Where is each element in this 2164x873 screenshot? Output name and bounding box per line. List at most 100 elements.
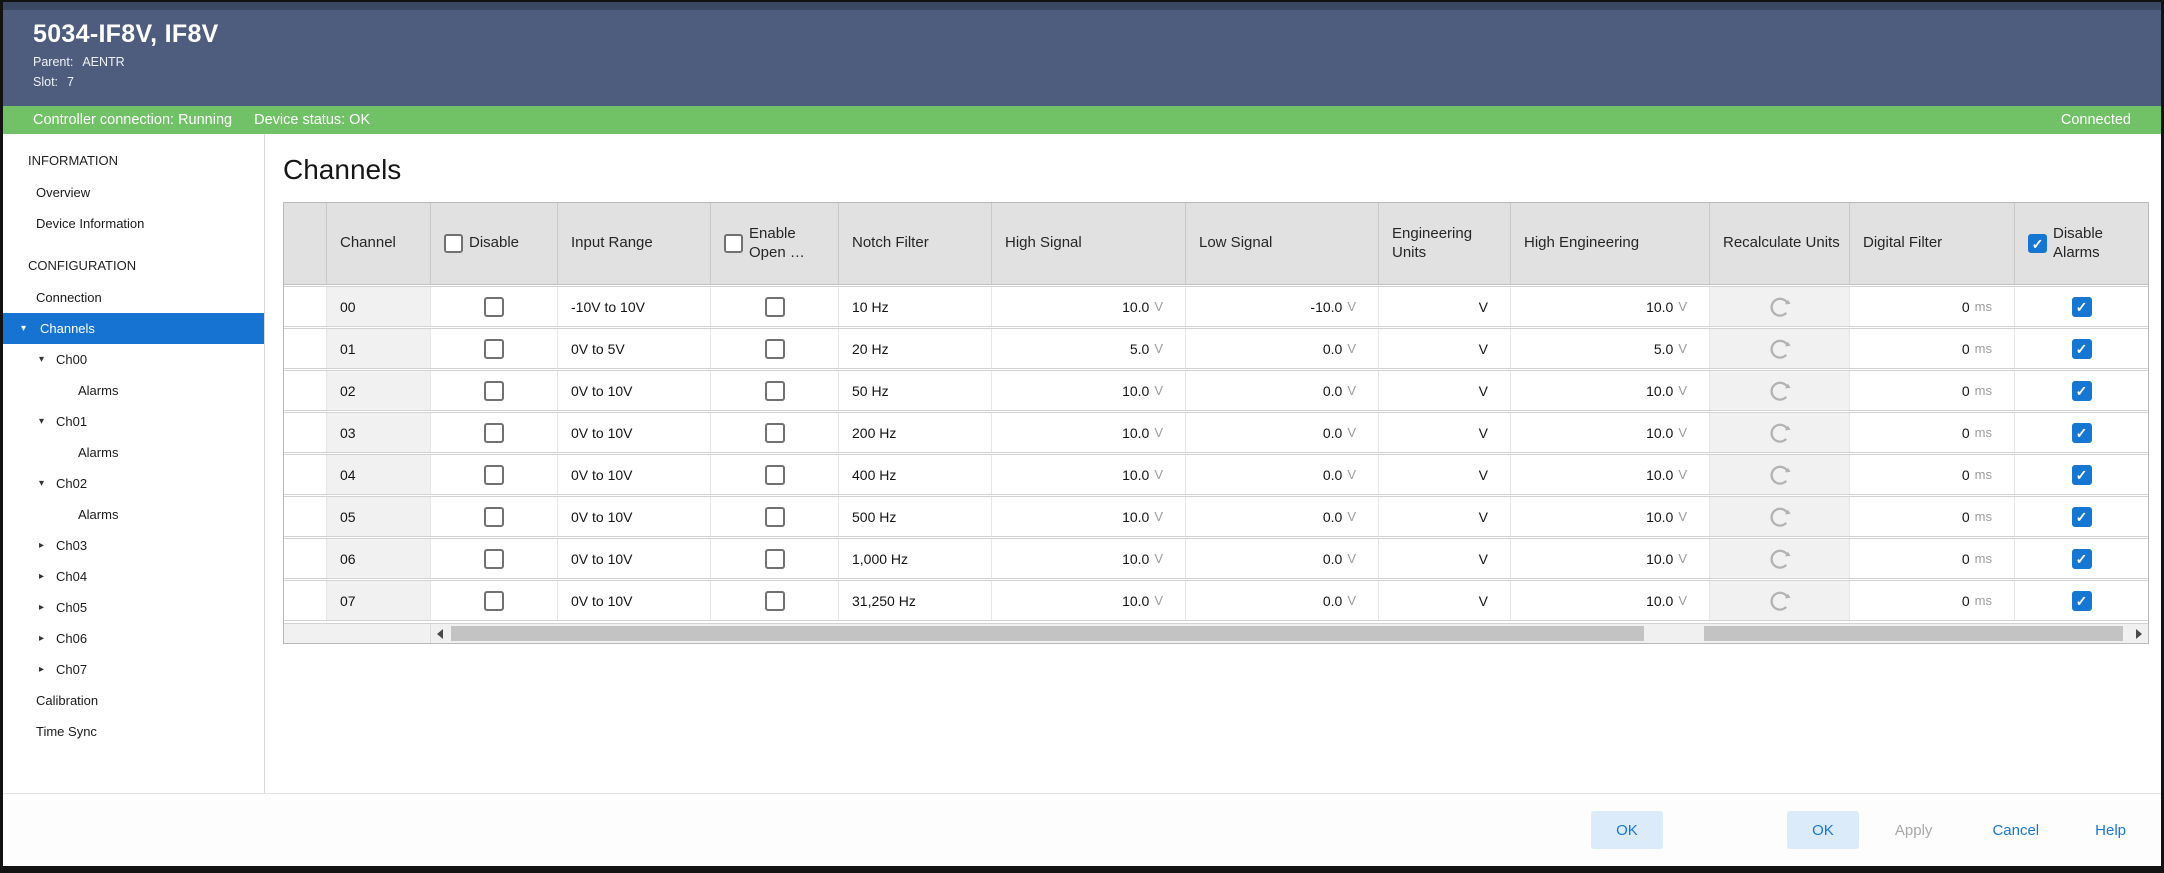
sidebar-item-ch06[interactable]: ▸ Ch06 xyxy=(3,623,264,654)
row-selector-cell[interactable] xyxy=(284,455,327,494)
engineering_units-cell[interactable]: V xyxy=(1379,413,1511,452)
enable_open-cell[interactable] xyxy=(711,455,839,494)
sidebar-item-ch02[interactable]: ▾ Ch02 xyxy=(3,468,264,499)
enable_open-checkbox[interactable] xyxy=(764,464,785,485)
channel-cell[interactable]: 02 xyxy=(327,371,431,410)
digital_filter-cell[interactable]: 0 ms xyxy=(1850,581,2015,620)
row-selector-cell[interactable] xyxy=(284,581,327,620)
input_range-cell[interactable]: 0V to 10V xyxy=(558,455,711,494)
enable_open-cell[interactable] xyxy=(711,413,839,452)
low_signal-cell[interactable]: 0.0 V xyxy=(1186,455,1379,494)
sidebar-item-ch00[interactable]: ▾ Ch00 xyxy=(3,344,264,375)
sidebar-item-connection[interactable]: Connection xyxy=(3,282,264,313)
disable_alarms-cell[interactable]: ✓ xyxy=(2015,371,2148,410)
enable_open-cell[interactable] xyxy=(711,329,839,368)
enable_open-checkbox[interactable] xyxy=(764,506,785,527)
notch_filter-cell[interactable]: 500 Hz xyxy=(839,497,992,536)
enable_open-cell[interactable] xyxy=(711,539,839,578)
high_signal-cell[interactable]: 10.0 V xyxy=(992,287,1186,326)
disable_alarms-cell[interactable]: ✓ xyxy=(2015,329,2148,368)
disable-checkbox[interactable] xyxy=(484,548,504,569)
chevron-right-icon[interactable]: ▸ xyxy=(39,633,45,644)
input_range-cell[interactable]: 0V to 10V xyxy=(558,581,711,620)
recalculate_units-cell[interactable] xyxy=(1710,581,1850,620)
row-selector-cell[interactable] xyxy=(284,371,327,410)
high_signal-cell[interactable]: 10.0 V xyxy=(992,539,1186,578)
high_engineering-cell[interactable]: 10.0 V xyxy=(1511,455,1710,494)
chevron-down-icon[interactable]: ▾ xyxy=(39,354,45,365)
sidebar-item-alarms[interactable]: Alarms xyxy=(3,499,264,530)
disable-cell[interactable] xyxy=(431,287,558,326)
row-selector-cell[interactable] xyxy=(284,497,327,536)
disable-checkbox[interactable] xyxy=(484,506,504,527)
high_engineering-cell[interactable]: 10.0 V xyxy=(1511,539,1710,578)
disable_alarms-checkbox[interactable]: ✓ xyxy=(2071,548,2092,569)
high_signal-cell[interactable]: 10.0 V xyxy=(992,371,1186,410)
recalculate_units-cell[interactable] xyxy=(1710,371,1850,410)
high_engineering-cell[interactable]: 10.0 V xyxy=(1511,497,1710,536)
disable_alarms-cell[interactable]: ✓ xyxy=(2015,455,2148,494)
disable-cell[interactable] xyxy=(431,371,558,410)
channel-cell[interactable]: 04 xyxy=(327,455,431,494)
recalculate-units-icon[interactable] xyxy=(1765,292,1795,322)
sidebar-item-alarms[interactable]: Alarms xyxy=(3,437,264,468)
disable-checkbox[interactable] xyxy=(484,296,504,317)
enable_open-cell[interactable] xyxy=(711,497,839,536)
notch_filter-cell[interactable]: 1,000 Hz xyxy=(839,539,992,578)
high_engineering-cell[interactable]: 10.0 V xyxy=(1511,581,1710,620)
hscroll-thumb-2[interactable] xyxy=(1704,626,2123,641)
recalculate_units-cell[interactable] xyxy=(1710,329,1850,368)
cancel-button[interactable]: Cancel xyxy=(1986,821,2045,840)
channel-cell[interactable]: 07 xyxy=(327,581,431,620)
disable-cell[interactable] xyxy=(431,413,558,452)
chevron-right-icon[interactable]: ▸ xyxy=(39,602,45,613)
channel-cell[interactable]: 06 xyxy=(327,539,431,578)
enable_open-cell[interactable] xyxy=(711,287,839,326)
high_engineering-cell[interactable]: 5.0 V xyxy=(1511,329,1710,368)
scroll-right-arrow-icon[interactable] xyxy=(2130,624,2148,643)
recalculate-units-icon[interactable] xyxy=(1765,502,1795,532)
sidebar-item-ch07[interactable]: ▸ Ch07 xyxy=(3,654,264,685)
disable-cell[interactable] xyxy=(431,497,558,536)
recalculate_units-cell[interactable] xyxy=(1710,413,1850,452)
notch_filter-cell[interactable]: 31,250 Hz xyxy=(839,581,992,620)
recalculate_units-cell[interactable] xyxy=(1710,455,1850,494)
recalculate_units-cell[interactable] xyxy=(1710,287,1850,326)
disable_alarms-checkbox[interactable]: ✓ xyxy=(2071,464,2092,485)
high_signal-cell[interactable]: 10.0 V xyxy=(992,413,1186,452)
notch_filter-cell[interactable]: 200 Hz xyxy=(839,413,992,452)
row-selector-cell[interactable] xyxy=(284,539,327,578)
high_engineering-cell[interactable]: 10.0 V xyxy=(1511,413,1710,452)
recalculate-units-icon[interactable] xyxy=(1765,544,1795,574)
high_signal-cell[interactable]: 10.0 V xyxy=(992,497,1186,536)
enable_open-checkbox[interactable] xyxy=(764,590,785,611)
low_signal-cell[interactable]: -10.0 V xyxy=(1186,287,1379,326)
disable_alarms-checkbox[interactable]: ✓ xyxy=(2071,506,2092,527)
input_range-cell[interactable]: 0V to 5V xyxy=(558,329,711,368)
digital_filter-cell[interactable]: 0 ms xyxy=(1850,455,2015,494)
header-checkbox-disable_alarms[interactable]: ✓ xyxy=(2028,234,2047,253)
sidebar-item-alarms[interactable]: Alarms xyxy=(3,375,264,406)
enable_open-checkbox[interactable] xyxy=(764,422,785,443)
recalculate-units-icon[interactable] xyxy=(1765,586,1795,616)
hscrollbar[interactable] xyxy=(431,624,2148,643)
enable_open-checkbox[interactable] xyxy=(764,380,785,401)
digital_filter-cell[interactable]: 0 ms xyxy=(1850,371,2015,410)
chevron-down-icon[interactable]: ▾ xyxy=(21,323,27,334)
disable-cell[interactable] xyxy=(431,455,558,494)
disable-checkbox[interactable] xyxy=(484,338,504,359)
digital_filter-cell[interactable]: 0 ms xyxy=(1850,413,2015,452)
high_signal-cell[interactable]: 5.0 V xyxy=(992,329,1186,368)
disable_alarms-cell[interactable]: ✓ xyxy=(2015,581,2148,620)
engineering_units-cell[interactable]: V xyxy=(1379,455,1511,494)
notch_filter-cell[interactable]: 400 Hz xyxy=(839,455,992,494)
input_range-cell[interactable]: -10V to 10V xyxy=(558,287,711,326)
low_signal-cell[interactable]: 0.0 V xyxy=(1186,497,1379,536)
disable-checkbox[interactable] xyxy=(484,380,504,401)
low_signal-cell[interactable]: 0.0 V xyxy=(1186,371,1379,410)
chevron-down-icon[interactable]: ▾ xyxy=(39,416,45,427)
disable_alarms-checkbox[interactable]: ✓ xyxy=(2071,590,2092,611)
input_range-cell[interactable]: 0V to 10V xyxy=(558,371,711,410)
header-checkbox-enable_open[interactable] xyxy=(724,234,743,253)
enable_open-cell[interactable] xyxy=(711,581,839,620)
